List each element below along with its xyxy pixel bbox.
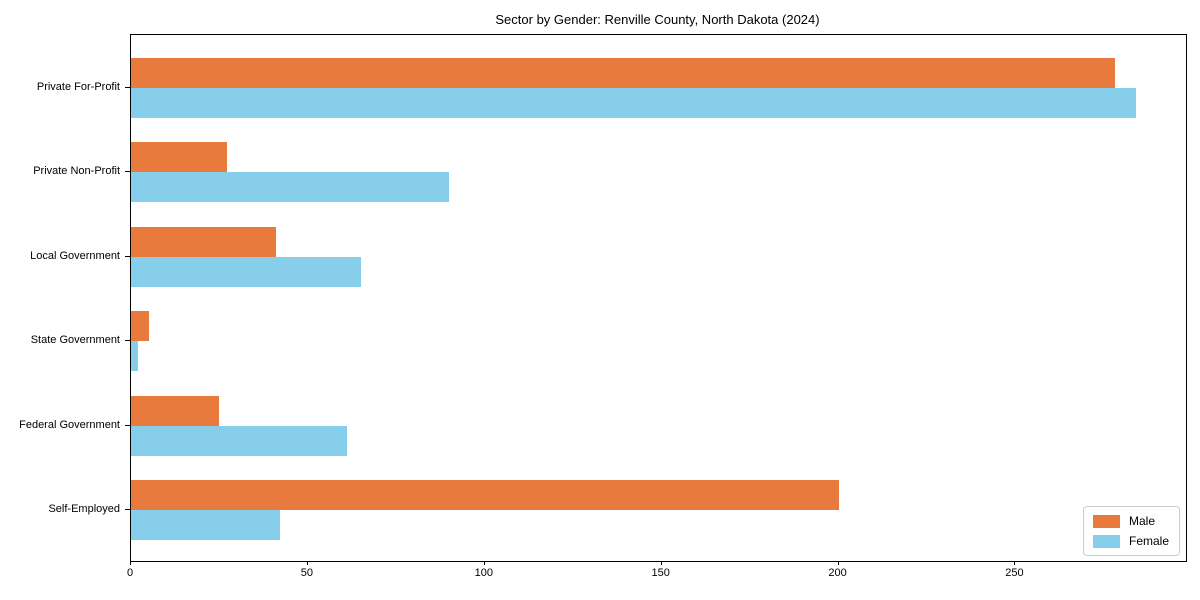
y-axis-tick: [125, 255, 130, 257]
x-axis-tick: [483, 561, 485, 565]
legend: Male Female: [1082, 506, 1180, 556]
x-axis-label: 50: [300, 567, 314, 579]
y-axis-tick: [125, 509, 130, 510]
bar-male-federal-government: [131, 395, 220, 426]
chart-title: Sector by Gender: Renville County, North…: [495, 12, 820, 27]
y-axis-label: State Government: [30, 334, 120, 347]
x-axis-tick: [1014, 561, 1016, 565]
bar-female-private-for-profit: [131, 88, 1136, 118]
y-axis-label: Self-Employed: [48, 503, 120, 515]
bar-male-private-non-profit: [131, 142, 227, 173]
bar-female-federal-government: [131, 425, 347, 456]
legend-entry-female: Female: [1092, 534, 1169, 548]
bar-male-private-for-profit: [131, 58, 1115, 88]
y-axis-label: Local Government: [30, 249, 120, 262]
male-series-swatch: [1092, 514, 1120, 528]
y-axis-label: Federal Government: [19, 418, 120, 431]
female-series-swatch: [1092, 534, 1120, 548]
x-axis-tick: [660, 561, 662, 565]
y-axis-label: Private For-Profit: [36, 81, 120, 93]
bar-male-self-employed: [131, 480, 839, 510]
bar-male-local-government: [131, 226, 277, 257]
x-axis-label: 0: [126, 567, 134, 579]
y-axis-tick: [125, 171, 130, 173]
bar-female-state-government: [131, 341, 139, 372]
bar-female-self-employed: [131, 510, 280, 540]
legend-entry-male: Male: [1092, 514, 1169, 528]
bar-female-private-non-profit: [131, 172, 450, 203]
x-axis-tick: [130, 561, 131, 565]
legend-label-female: Female: [1128, 534, 1169, 548]
x-axis-tick: [837, 561, 839, 565]
x-axis-label: 100: [474, 567, 493, 579]
legend-label-male: Male: [1128, 514, 1155, 528]
y-axis-tick: [125, 87, 130, 88]
x-axis-label: 200: [828, 567, 847, 579]
bar-male-state-government: [131, 311, 149, 342]
y-axis-tick: [125, 424, 130, 426]
plot-area: Male Female: [130, 34, 1187, 562]
y-axis-label: Private Non-Profit: [33, 165, 120, 178]
bar-female-local-government: [131, 256, 361, 287]
y-axis-tick: [125, 340, 130, 342]
x-axis-label: 150: [651, 567, 670, 579]
x-axis-label: 250: [1005, 567, 1024, 579]
x-axis-tick: [306, 561, 308, 565]
